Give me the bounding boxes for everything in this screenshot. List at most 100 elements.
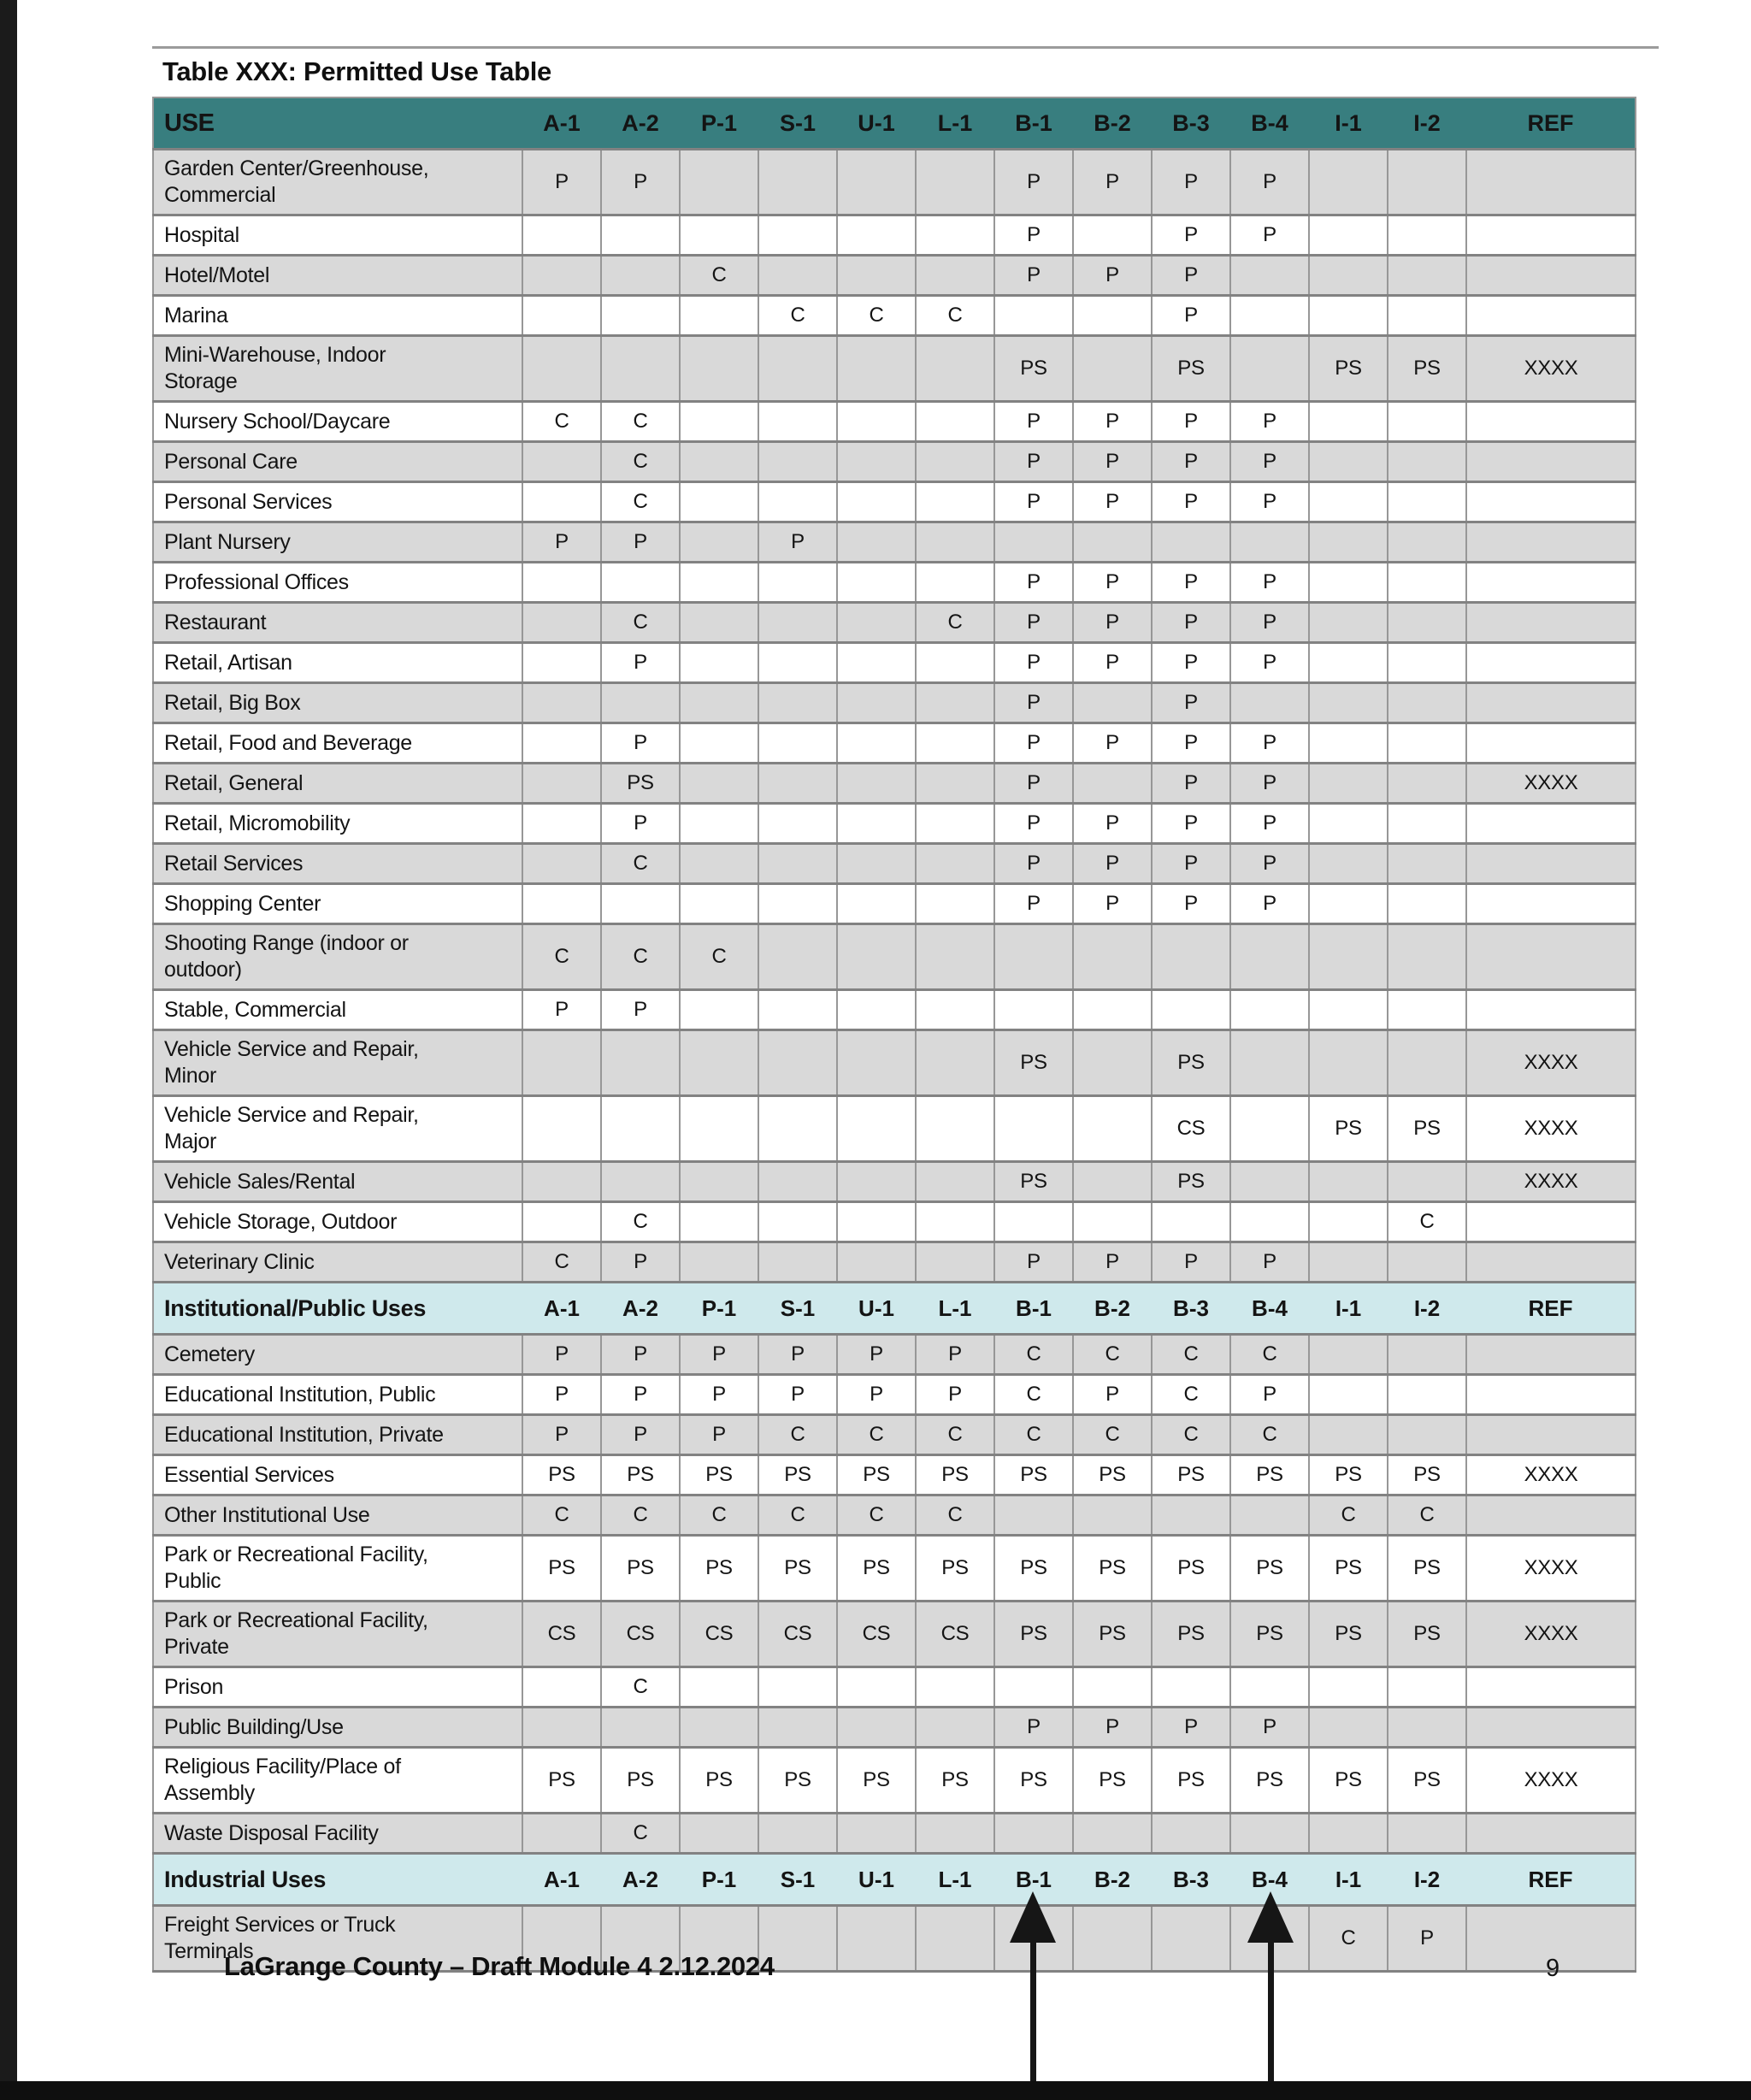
value-cell: P: [1151, 883, 1230, 924]
value-cell: [1465, 923, 1636, 990]
use-row: Plant Nursery P P P: [153, 522, 1636, 563]
value-cell: [1229, 522, 1309, 563]
value-cell: [1151, 1905, 1230, 1972]
use-column-header-cell: USE: [164, 109, 215, 137]
value-cell: P: [993, 401, 1073, 442]
value-cell: C: [600, 481, 680, 522]
value-cell: [915, 843, 994, 884]
use-name-cell: Personal Care: [164, 449, 298, 474]
use-row: Veterinary Clinic C P P P P P: [153, 1242, 1636, 1283]
use-name-cell: Shopping Center: [164, 891, 321, 916]
value-cell: P: [993, 1242, 1073, 1283]
value-cell: [758, 255, 837, 296]
value-cell: PS: [915, 1535, 994, 1602]
column-header-cell: B-1: [1015, 109, 1052, 136]
value-cell: [1387, 883, 1466, 924]
value-cell: CS: [758, 1601, 837, 1667]
value-cell: [522, 803, 601, 844]
value-cell: C: [993, 1414, 1073, 1455]
value-cell: [758, 723, 837, 764]
value-cell: [1308, 682, 1388, 723]
value-cell: P: [600, 723, 680, 764]
value-cell: [1387, 1414, 1466, 1455]
table-header-row: USE A-1 A-2 P-1 S-1 U-1 L-1 B-1 B-2 B-3 B-4 I-1 I-2 R…: [153, 97, 1636, 150]
value-cell: [679, 335, 758, 402]
value-cell: [522, 883, 601, 924]
value-cell: PS: [836, 1535, 916, 1602]
value-cell: P: [1072, 401, 1152, 442]
value-cell: [836, 682, 916, 723]
scan-left-edge-bar: [0, 0, 17, 2100]
value-cell: [679, 682, 758, 723]
value-cell: C: [915, 1495, 994, 1536]
column-header-cell: S-1: [780, 1866, 816, 1892]
value-cell: PS: [1229, 1601, 1309, 1667]
value-cell: C: [915, 295, 994, 336]
use-name-cell: Vehicle Sales/Rental: [164, 1169, 356, 1194]
column-header-cell: U-1: [858, 109, 895, 136]
value-cell: [1387, 843, 1466, 884]
use-row: Shooting Range (indoor or outdoor) C C C: [153, 923, 1636, 990]
value-cell: [1387, 562, 1466, 603]
value-cell: [1072, 335, 1152, 402]
value-cell: [1151, 989, 1230, 1030]
value-cell: [1072, 1095, 1152, 1162]
value-cell: [1229, 255, 1309, 296]
value-cell: PS: [1151, 1029, 1230, 1096]
value-cell: C: [1229, 1414, 1309, 1455]
value-cell: [1465, 481, 1636, 522]
value-cell: [915, 803, 994, 844]
value-cell: [679, 562, 758, 603]
value-cell: PS: [1308, 1095, 1388, 1162]
value-cell: [522, 843, 601, 884]
use-name-cell: Retail, Big Box: [164, 690, 301, 715]
value-cell: [758, 441, 837, 482]
value-cell: PS: [993, 1454, 1073, 1495]
value-cell: [758, 401, 837, 442]
value-cell: [758, 763, 837, 804]
use-row: Public Building/Use P P P P: [153, 1707, 1636, 1748]
value-cell: P: [522, 522, 601, 563]
value-cell: C: [1151, 1374, 1230, 1415]
column-header-cell: S-1: [779, 109, 817, 136]
column-header-cell: B-2: [1094, 1295, 1130, 1321]
value-cell: [836, 843, 916, 884]
value-cell: [915, 1161, 994, 1202]
use-name-cell: Professional Offices: [164, 569, 349, 594]
value-cell: P: [993, 562, 1073, 603]
value-cell: P: [993, 255, 1073, 296]
value-cell: CS: [1151, 1095, 1230, 1162]
value-cell: C: [1387, 1201, 1466, 1242]
arrow-stem: [1267, 1943, 1274, 2081]
value-cell: XXXX: [1465, 1535, 1636, 1602]
value-cell: [1387, 1029, 1466, 1096]
value-cell: [915, 481, 994, 522]
value-cell: PS: [679, 1454, 758, 1495]
value-cell: [679, 763, 758, 804]
footer-page-number: 9: [1546, 1955, 1560, 1982]
use-name-cell: Retail, Food and Beverage: [164, 730, 412, 755]
column-header-cell: I-2: [1413, 109, 1441, 136]
value-cell: [1229, 1813, 1309, 1854]
value-cell: [1387, 602, 1466, 643]
use-row: Park or Recreational Facility, Public PS P…: [153, 1535, 1636, 1602]
value-cell: P: [1387, 1905, 1466, 1972]
value-cell: [758, 1201, 837, 1242]
column-header-cell: L-1: [938, 1866, 972, 1892]
value-cell: P: [1229, 803, 1309, 844]
value-cell: P: [1072, 642, 1152, 683]
value-cell: [1072, 1161, 1152, 1202]
column-header-cell: I-2: [1413, 1866, 1441, 1892]
value-cell: [1465, 682, 1636, 723]
use-name-cell: Educational Institution, Public: [164, 1382, 436, 1407]
value-cell: P: [679, 1374, 758, 1415]
value-cell: [1465, 883, 1636, 924]
value-cell: XXXX: [1465, 1747, 1636, 1814]
value-cell: P: [758, 1374, 837, 1415]
value-cell: [758, 1242, 837, 1283]
value-cell: C: [915, 1414, 994, 1455]
value-cell: [1072, 682, 1152, 723]
value-cell: P: [522, 989, 601, 1030]
value-cell: [1465, 441, 1636, 482]
value-cell: [758, 1161, 837, 1202]
